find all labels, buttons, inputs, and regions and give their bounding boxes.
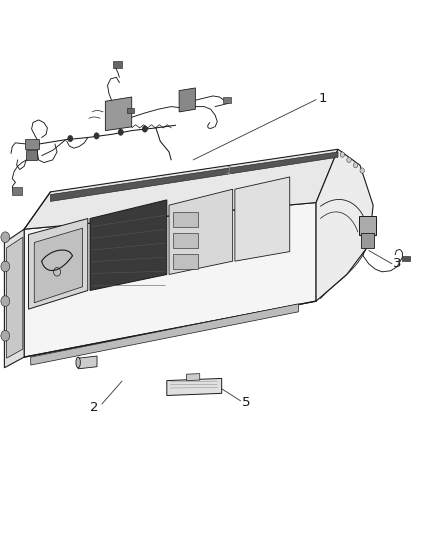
Circle shape xyxy=(346,157,350,163)
Polygon shape xyxy=(34,228,82,303)
Bar xyxy=(223,97,230,103)
Circle shape xyxy=(67,135,73,142)
Circle shape xyxy=(1,296,10,306)
Circle shape xyxy=(1,232,10,243)
Text: 2: 2 xyxy=(90,401,99,414)
Polygon shape xyxy=(24,203,315,357)
Polygon shape xyxy=(31,304,298,365)
Text: 5: 5 xyxy=(241,396,250,409)
Polygon shape xyxy=(78,356,97,369)
Bar xyxy=(173,254,197,269)
Text: 1: 1 xyxy=(318,92,326,105)
Polygon shape xyxy=(234,177,289,261)
Bar xyxy=(358,216,375,235)
Polygon shape xyxy=(28,219,88,309)
Circle shape xyxy=(118,129,123,135)
Circle shape xyxy=(339,152,344,157)
Circle shape xyxy=(1,261,10,272)
Circle shape xyxy=(94,133,99,139)
Bar xyxy=(113,61,122,68)
Circle shape xyxy=(359,168,364,173)
Polygon shape xyxy=(315,149,372,301)
Bar xyxy=(12,187,22,195)
Polygon shape xyxy=(90,200,166,290)
Bar xyxy=(173,212,197,227)
Polygon shape xyxy=(105,97,131,131)
Bar xyxy=(173,233,197,248)
Text: 1: 1 xyxy=(225,166,231,175)
Ellipse shape xyxy=(76,357,80,368)
Polygon shape xyxy=(24,149,337,229)
Circle shape xyxy=(142,126,147,132)
Bar xyxy=(25,139,39,149)
Text: 3: 3 xyxy=(392,257,401,270)
Circle shape xyxy=(353,163,357,168)
Polygon shape xyxy=(169,189,232,274)
Polygon shape xyxy=(166,378,221,395)
Circle shape xyxy=(1,330,10,341)
Polygon shape xyxy=(186,374,199,381)
Polygon shape xyxy=(7,237,23,358)
Bar xyxy=(127,108,134,113)
Polygon shape xyxy=(179,88,195,112)
Polygon shape xyxy=(50,152,337,201)
Polygon shape xyxy=(4,229,24,368)
Bar xyxy=(401,256,409,261)
Bar xyxy=(360,233,373,248)
Bar xyxy=(26,150,37,160)
